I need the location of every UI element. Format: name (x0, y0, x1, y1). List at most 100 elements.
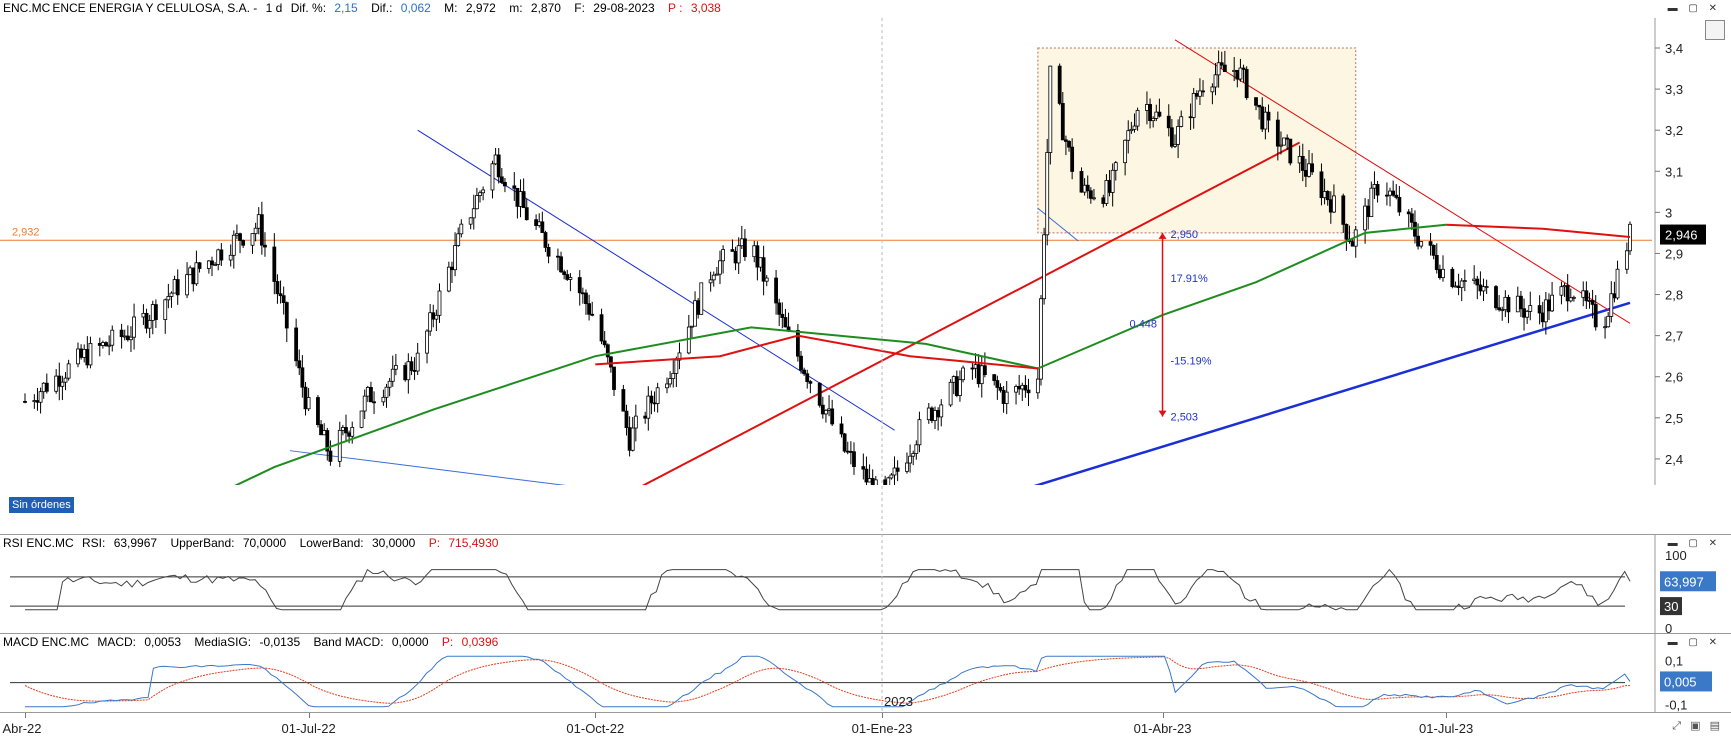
candle (764, 277, 769, 282)
candle (32, 400, 37, 403)
rsi-line (25, 568, 1631, 611)
macd-chart[interactable]: 0,1 -0,1 0,005 (0, 634, 1731, 712)
trendline-red-support (641, 141, 1301, 485)
candle (602, 340, 607, 346)
candle (456, 233, 461, 246)
candle (777, 302, 782, 315)
rsi-panel[interactable]: RSI ENC.MC RSI: 63,9967 UpperBand: 70,00… (0, 535, 1731, 633)
candle (1045, 152, 1050, 236)
candle (721, 249, 725, 262)
macd-window-controls[interactable]: ▬ ▢ ✕ (1667, 637, 1721, 648)
candle (1169, 127, 1174, 147)
zoom-icon[interactable] (1705, 20, 1725, 40)
candle (1615, 268, 1620, 299)
x-tick-label: 01-Abr-23 (1133, 721, 1192, 736)
candle (1341, 195, 1346, 225)
candle (930, 407, 934, 421)
candle (306, 397, 311, 410)
candle (241, 240, 246, 246)
candle (1257, 104, 1262, 108)
candle (147, 320, 152, 329)
candle (1060, 103, 1065, 141)
candle (63, 377, 68, 383)
candle (425, 330, 429, 354)
candle (1543, 299, 1548, 323)
candle (101, 342, 105, 346)
measure-label-pct-up: 17.91% (1171, 273, 1209, 285)
candle (827, 408, 831, 411)
macd-panel[interactable]: MACD ENC.MC MACD: 0,0053 MediaSIG: -0,01… (0, 634, 1731, 712)
candle (474, 195, 479, 210)
candle (917, 419, 922, 446)
divider (0, 534, 1731, 535)
candle (1472, 278, 1477, 281)
sin-ordenes-badge[interactable]: Sin órdenes (9, 497, 74, 513)
candle (1397, 197, 1402, 213)
candle (1307, 163, 1311, 177)
candle (795, 330, 800, 357)
rsi-p-label: P: (428, 536, 441, 550)
price-panel[interactable]: ENC.MC ENCE ENERGIA Y CELULOSA, S.A. - 1 … (0, 0, 1731, 513)
candle (259, 214, 264, 246)
candle (1394, 194, 1399, 198)
candle (1325, 191, 1330, 201)
candle (1244, 69, 1249, 99)
candle (1494, 286, 1498, 309)
moving-average-red-late (1446, 223, 1631, 238)
candle (1593, 304, 1598, 328)
lower-value: 30,0000 (371, 536, 416, 550)
candle (281, 295, 286, 303)
candle (1188, 116, 1193, 119)
candle (325, 430, 330, 452)
candle (1590, 300, 1595, 305)
candle (44, 382, 49, 392)
x-tick-label: 01-Ene-23 (851, 721, 913, 736)
candle (129, 336, 133, 341)
candle (1562, 285, 1567, 288)
candle (1191, 93, 1196, 118)
candle (783, 317, 788, 328)
candle (1385, 194, 1389, 197)
candle (1416, 235, 1420, 247)
candle (718, 260, 722, 275)
candle (210, 260, 214, 266)
candle (559, 256, 563, 273)
candle (1110, 169, 1115, 193)
candle (1123, 139, 1128, 164)
candle (961, 367, 965, 381)
measure-arrowhead-bottom (1158, 410, 1167, 417)
trendline-lower-lightblue (289, 450, 566, 485)
company-name: ENCE ENERGIA Y CELULOSA, S.A. - (52, 1, 258, 15)
candle (284, 302, 289, 329)
candle (736, 245, 741, 264)
candle (493, 154, 498, 165)
bottom-toolbar[interactable]: ⤢ ▣ ▤ (1672, 720, 1723, 732)
candle (584, 292, 588, 305)
price-chart[interactable]: 3,43,33,23,132,92,82,72,62,52,42,32,9322… (0, 0, 1731, 485)
candle (646, 395, 651, 419)
moving-average-red (595, 334, 1038, 370)
candle (1506, 296, 1511, 313)
candle (668, 378, 673, 385)
candle (303, 386, 308, 410)
candle (587, 303, 591, 315)
candle (1263, 111, 1268, 130)
x-tick (882, 713, 884, 718)
candle (1145, 104, 1149, 111)
candle (1070, 146, 1075, 172)
panel-window-controls[interactable]: ▬ ▢ ✕ (1667, 3, 1721, 14)
candle (624, 410, 629, 429)
candle (864, 468, 869, 483)
trendline-red-resistance (1174, 39, 1631, 324)
candle (340, 427, 345, 431)
candle (1235, 69, 1240, 80)
rsi-window-controls[interactable]: ▬ ▢ ✕ (1667, 538, 1721, 549)
candle (1310, 163, 1315, 173)
candle (1023, 384, 1028, 391)
candle (1151, 118, 1156, 122)
candle (188, 267, 193, 276)
macd-line (25, 655, 1631, 708)
candle (359, 410, 364, 428)
candle (76, 348, 80, 365)
